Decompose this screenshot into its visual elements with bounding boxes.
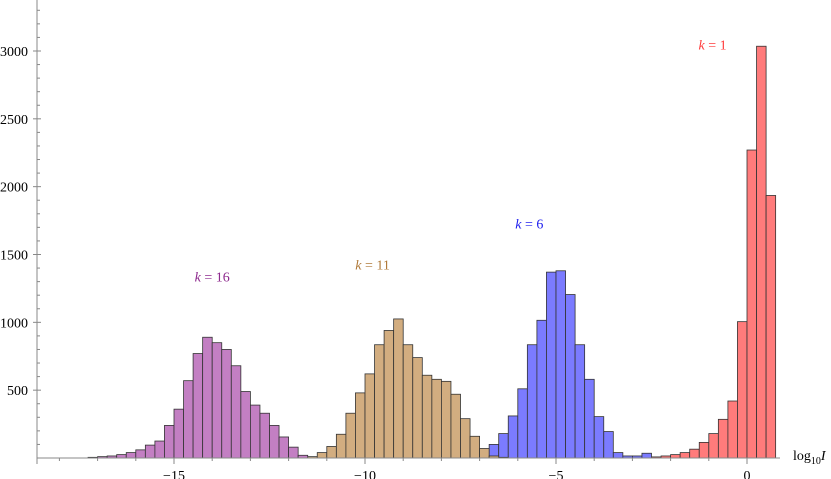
histogram-bar <box>249 404 261 459</box>
series-label: k = 16 <box>195 271 230 286</box>
y-tick-label: 2500 <box>0 113 28 128</box>
histogram-bar <box>421 374 433 459</box>
histogram-bar <box>164 425 175 459</box>
ticks-layer: −15 −10 −5 0 500 1000 1500 2000 2500 3000 <box>0 9 751 479</box>
y-tick-label: 3000 <box>0 45 28 60</box>
histogram-bar <box>383 330 395 459</box>
histogram-bar <box>135 449 146 459</box>
x-tick-label: −10 <box>354 469 376 479</box>
bars-layer <box>87 45 777 459</box>
histogram-bar <box>412 357 423 459</box>
x-tick-label: −5 <box>549 469 564 479</box>
histogram-bar <box>316 452 328 459</box>
histogram-bar <box>202 336 213 459</box>
histogram-bar <box>469 435 480 459</box>
histogram-bar <box>641 452 652 459</box>
histogram-bar <box>125 452 137 459</box>
histogram-bar <box>507 415 519 459</box>
y-tick-label: 1000 <box>0 316 28 331</box>
histogram-bar <box>278 436 289 459</box>
histogram-bar <box>288 446 299 459</box>
series-label: k = 11 <box>355 258 390 273</box>
histogram-bar <box>603 431 614 459</box>
series-label: k = 6 <box>515 218 543 233</box>
histogram-bar <box>431 378 442 459</box>
histogram-bar <box>536 319 547 459</box>
histogram-bar <box>546 271 557 459</box>
histogram-bar <box>593 416 605 459</box>
histogram-bar <box>737 321 748 459</box>
histogram-bar <box>565 294 576 459</box>
histogram-bar <box>240 391 251 459</box>
histogram-bar <box>259 412 270 459</box>
histogram-bar <box>374 344 385 459</box>
histogram-bar <box>144 444 156 459</box>
histogram-bar <box>364 373 375 459</box>
histogram-bar <box>211 342 223 459</box>
x-tick-label: 0 <box>744 469 751 479</box>
histogram-bar <box>526 344 538 459</box>
axes-layer <box>36 0 780 464</box>
histogram-bar <box>402 344 414 459</box>
histogram-bar <box>555 270 566 459</box>
histogram-bar <box>154 440 165 459</box>
series-label: k = 1 <box>699 39 727 54</box>
histogram-bar <box>698 441 710 459</box>
histogram-bar <box>345 412 356 459</box>
histogram-bar <box>393 318 404 459</box>
histogram-bar <box>727 400 738 459</box>
histogram-bar <box>269 425 280 459</box>
series-labels-layer: k = 1 k = 6 k = 11 k = 16 <box>195 39 727 286</box>
histogram-bar <box>335 433 347 459</box>
histogram-bar <box>355 392 366 459</box>
histogram-bar <box>746 149 757 459</box>
y-tick-label: 2000 <box>0 181 28 196</box>
histogram-bar <box>756 45 767 459</box>
histogram-bar <box>689 448 700 459</box>
histogram-bar <box>517 388 528 459</box>
x-tick-label: −15 <box>163 469 185 479</box>
histogram-bar <box>479 448 490 459</box>
histogram-bar <box>584 378 595 459</box>
histogram-bar <box>116 454 127 459</box>
histogram-bar <box>679 452 691 459</box>
histogram-bar <box>574 344 586 459</box>
histogram-bar <box>498 433 509 459</box>
y-tick-label: 1500 <box>0 248 28 263</box>
histogram-bar <box>765 195 777 459</box>
histogram-bar <box>221 349 232 459</box>
histogram-bar <box>717 418 729 459</box>
histogram-bar <box>230 365 242 459</box>
y-tick-label: 500 <box>7 384 28 399</box>
histogram-bar <box>450 393 461 459</box>
histogram-bar <box>192 353 204 459</box>
histogram-bar <box>326 446 337 459</box>
histogram-bar <box>183 380 194 459</box>
histogram-bar <box>440 380 452 459</box>
histogram-bar <box>173 408 184 459</box>
x-axis-label: log10I <box>793 449 827 467</box>
histogram-bar <box>460 418 471 459</box>
histogram-bar <box>708 433 719 459</box>
histogram-bar <box>670 454 681 459</box>
histogram-bar <box>612 452 624 459</box>
